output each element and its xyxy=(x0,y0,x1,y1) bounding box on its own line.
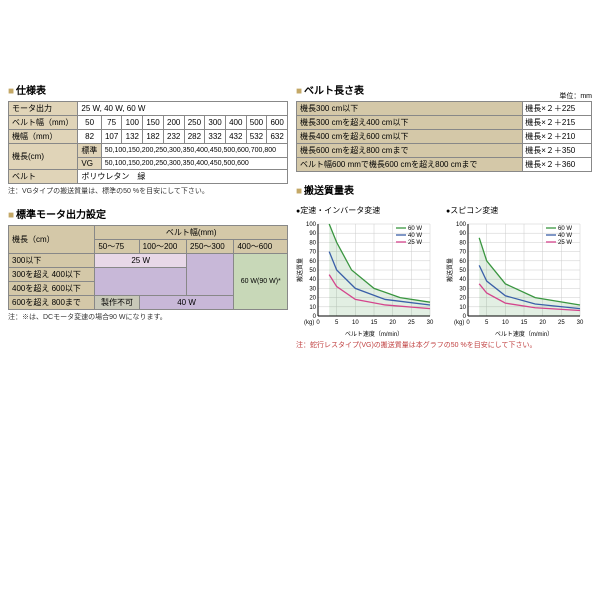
chart-1: 010203040506070809010005101520253060 W40… xyxy=(296,218,436,338)
svg-text:30: 30 xyxy=(577,320,584,326)
svg-text:40: 40 xyxy=(309,277,316,283)
belt-unit: 単位：mm xyxy=(559,91,592,101)
svg-text:10: 10 xyxy=(459,305,466,311)
spec-table: モータ出力25 W, 40 W, 60 W ベルト幅（mm） 507510015… xyxy=(8,101,288,184)
svg-text:15: 15 xyxy=(521,320,528,326)
svg-text:50: 50 xyxy=(309,268,316,274)
svg-text:ベルト速度（m/min）: ベルト速度（m/min） xyxy=(495,330,553,338)
spec-footnote: 注：VGタイプの搬送質量は、標準の50 %を目安にして下さい。 xyxy=(8,186,288,196)
svg-text:ベルト速度（m/min）: ベルト速度（m/min） xyxy=(345,330,403,338)
belt-length-title: ベルト長さ表 xyxy=(296,80,364,99)
svg-text:20: 20 xyxy=(459,296,466,302)
svg-text:搬送質量: 搬送質量 xyxy=(296,258,304,282)
svg-text:25: 25 xyxy=(558,320,565,326)
svg-text:0: 0 xyxy=(466,320,470,326)
svg-text:20: 20 xyxy=(539,320,546,326)
chart1-title: 定速・インバータ変速 xyxy=(296,205,442,216)
svg-text:30: 30 xyxy=(427,320,434,326)
motor-output-table: 機長（cm）ベルト幅(mm) 50～75100～200250～300400～60… xyxy=(8,225,288,310)
svg-text:搬送質量: 搬送質量 xyxy=(446,258,454,282)
svg-text:40 W: 40 W xyxy=(558,233,572,239)
svg-text:30: 30 xyxy=(459,286,466,292)
svg-text:50: 50 xyxy=(459,268,466,274)
svg-text:(kg): (kg) xyxy=(454,320,464,326)
svg-text:100: 100 xyxy=(456,222,467,228)
svg-text:25 W: 25 W xyxy=(408,240,422,246)
svg-text:90: 90 xyxy=(309,231,316,237)
transport-title: 搬送質量表 xyxy=(296,180,592,199)
svg-text:(kg): (kg) xyxy=(304,320,314,326)
chart2-title: スピコン変速 xyxy=(446,205,592,216)
transport-footnote: 注：蛇行レスタイプ(VG)の搬送質量は本グラフの50 %を目安にして下さい。 xyxy=(296,340,592,350)
svg-text:10: 10 xyxy=(309,305,316,311)
svg-text:5: 5 xyxy=(485,320,489,326)
chart-2: 010203040506070809010005101520253060 W40… xyxy=(446,218,586,338)
svg-text:25 W: 25 W xyxy=(558,240,572,246)
svg-text:20: 20 xyxy=(389,320,396,326)
svg-text:5: 5 xyxy=(335,320,339,326)
svg-text:60 W: 60 W xyxy=(558,226,572,232)
svg-text:40 W: 40 W xyxy=(408,233,422,239)
svg-text:70: 70 xyxy=(459,250,466,256)
svg-text:100: 100 xyxy=(306,222,317,228)
belt-length-table: 機長300 cm以下機長×２＋225 機長300 cmを超え400 cm以下機長… xyxy=(296,101,592,172)
spec-title: 仕様表 xyxy=(8,80,288,99)
svg-text:60 W: 60 W xyxy=(408,226,422,232)
svg-text:80: 80 xyxy=(309,240,316,246)
svg-text:10: 10 xyxy=(352,320,359,326)
svg-text:15: 15 xyxy=(371,320,378,326)
svg-text:80: 80 xyxy=(459,240,466,246)
svg-text:0: 0 xyxy=(316,320,320,326)
svg-text:30: 30 xyxy=(309,286,316,292)
motor-title: 標準モータ出力設定 xyxy=(8,204,288,223)
svg-text:90: 90 xyxy=(459,231,466,237)
svg-text:60: 60 xyxy=(459,259,466,265)
svg-text:10: 10 xyxy=(502,320,509,326)
svg-text:25: 25 xyxy=(408,320,415,326)
svg-text:40: 40 xyxy=(459,277,466,283)
svg-text:70: 70 xyxy=(309,250,316,256)
svg-text:20: 20 xyxy=(309,296,316,302)
motor-footnote: 注：※は、DCモータ変速の場合90 Wになります。 xyxy=(8,312,288,322)
svg-text:60: 60 xyxy=(309,259,316,265)
